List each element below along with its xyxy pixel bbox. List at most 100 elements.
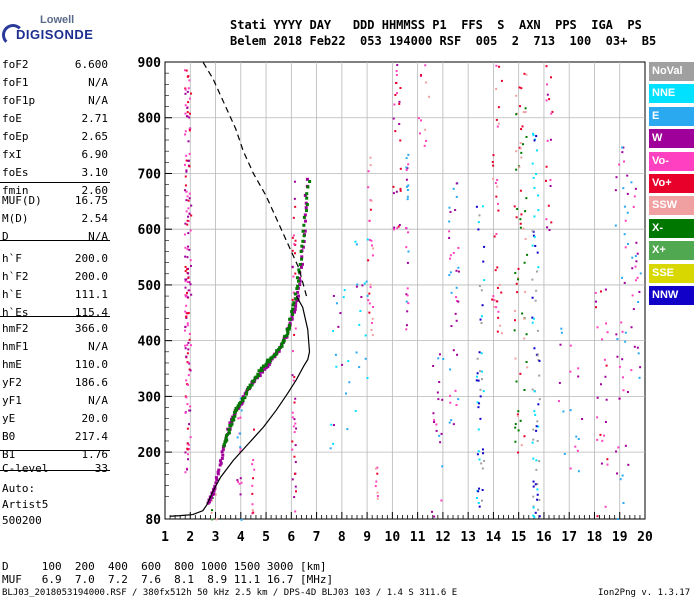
echo-point [186,281,189,284]
echo-point [184,88,187,91]
echo-point [184,104,187,107]
echo-point [477,406,480,409]
echo-point [455,195,458,198]
echo-point [186,248,189,251]
echo-point [186,442,189,445]
echo-point [354,410,357,413]
echo-point [345,392,348,395]
echo-point [603,434,606,437]
param-name: hmF1 [2,340,29,353]
echo-point [292,379,295,382]
echo-point [449,254,452,257]
echo-point [448,206,451,209]
echo-point [477,379,480,382]
echo-point [366,238,369,241]
echo-point [330,423,333,426]
echo-point [596,326,599,329]
x-trace-point [295,287,299,291]
echo-point [405,157,408,160]
echo-point [623,281,626,284]
param-row-ye: yE 20.0 [2,412,108,430]
param-separator [0,470,110,471]
echo-point [346,428,349,431]
x-trace-point [257,369,261,373]
echo-point [375,480,378,483]
echo-point [638,376,641,379]
echo-point [188,112,191,115]
echo-point [596,396,599,399]
echo-point [531,230,534,233]
param-value: 16.75 [74,194,108,207]
echo-point [185,315,188,318]
echo-point [359,309,362,312]
echo-point [534,483,537,486]
echo-point [618,397,621,400]
echo-point [497,122,500,125]
echo-point [454,389,457,392]
echo-point [581,418,584,421]
x-trace-point [227,428,231,432]
x-trace-point [305,203,309,207]
echo-point [524,210,527,213]
echo-point [392,192,395,195]
x-tick-label: 10 [385,530,401,545]
legend-item-vo-: Vo- [649,151,694,171]
echo-point [524,238,527,241]
legend-item-nnw: NNW [649,286,694,305]
echo-point [577,375,580,378]
echo-point [369,208,372,211]
echo-point [519,222,522,225]
echo-point [538,460,541,463]
echo-point [188,79,191,82]
auto-method: Artist5 [2,498,49,511]
param-value: 33 [94,462,108,475]
echo-point [239,446,242,449]
echo-point [343,289,346,292]
param-name: yE [2,412,16,425]
echo-point [635,260,638,263]
echo-point [475,379,478,382]
param-separator [0,240,110,241]
echo-point [517,277,520,280]
echo-point [187,374,190,377]
echo-point [631,256,634,259]
echo-point [575,435,578,438]
echo-point [492,295,495,298]
echo-point [519,105,522,108]
x-trace-point [287,327,291,331]
x-trace-point [291,312,295,316]
echo-point [184,246,187,249]
echo-point [188,197,191,200]
echo-point [292,425,295,428]
echo-point [457,398,460,401]
echo-point [515,150,518,153]
echo-point [519,141,522,144]
echo-point [478,402,481,405]
echo-point [455,269,458,272]
o-trace-point [298,279,302,283]
echo-point [292,234,295,237]
echo-point [398,102,401,105]
echo-point [392,228,395,231]
echo-point [407,302,410,305]
echo-point [395,82,398,85]
echo-point [184,112,187,115]
param-name: D [2,230,9,243]
echo-point [406,167,409,170]
echo-point [393,103,396,106]
param-name: foEp [2,130,29,143]
echo-point [452,349,455,352]
echo-point [604,288,607,291]
echo-point [366,377,369,380]
param-name: MUF(D) [2,194,42,207]
echo-point [185,170,188,173]
echo-point [399,87,402,90]
echo-point [626,391,629,394]
echo-point [432,412,435,415]
echo-point [187,159,190,162]
x-tick-label: 2 [186,530,194,545]
echo-point [393,226,396,229]
echo-point [519,372,522,375]
echo-point [455,403,458,406]
